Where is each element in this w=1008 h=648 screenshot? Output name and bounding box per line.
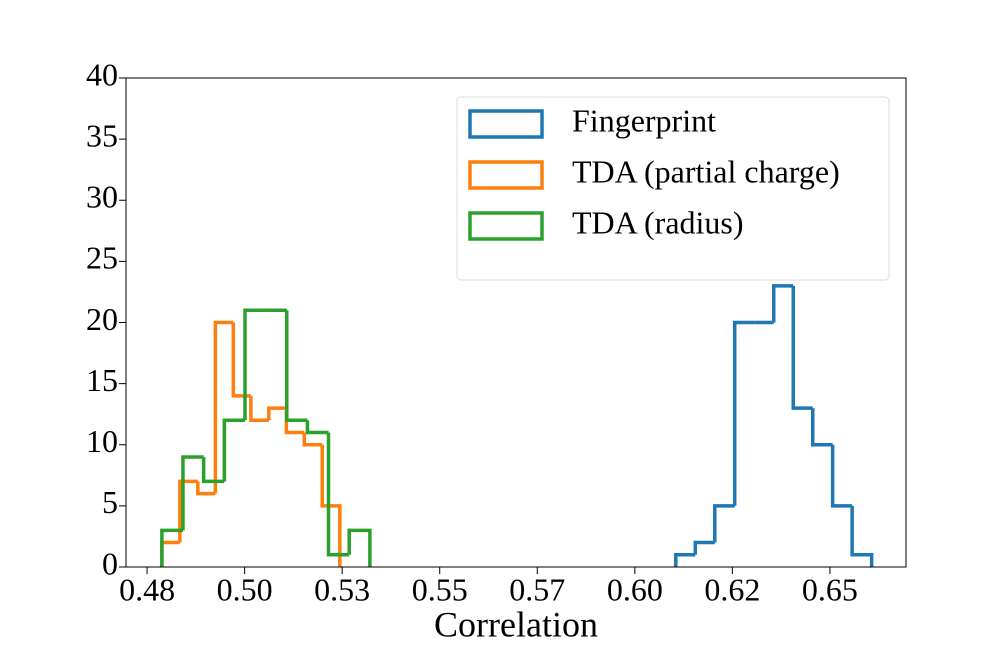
- x-tick-label: 0.65: [802, 571, 858, 607]
- x-tick-label: 0.60: [607, 571, 663, 607]
- legend-label: TDA (radius): [572, 204, 744, 240]
- x-tick-label: 0.53: [314, 571, 370, 607]
- y-tick-label: 20: [86, 301, 118, 337]
- legend-swatch: [468, 109, 544, 139]
- y-tick-label: 5: [102, 484, 118, 520]
- legend-frame: [456, 96, 890, 281]
- legend-swatch: [468, 160, 544, 190]
- y-tick-label: 40: [86, 56, 118, 92]
- histogram-step: [732, 320, 755, 506]
- legend: Fingerprint TDA (partial charge) TDA (radi…: [456, 96, 890, 281]
- histogram-step: [771, 284, 794, 323]
- legend-swatch: [468, 211, 544, 241]
- histogram-step: [181, 455, 204, 531]
- histogram-step: [201, 456, 225, 484]
- y-tick-label: 35: [86, 117, 118, 153]
- y-tick-label: 30: [86, 179, 118, 215]
- legend-label: TDA (partial charge): [572, 153, 840, 189]
- histogram-step: [326, 432, 350, 557]
- histogram-step: [693, 540, 715, 555]
- y-tick-label: 15: [86, 362, 118, 398]
- histogram-step: [674, 553, 696, 567]
- y-tick-label: 10: [86, 423, 118, 459]
- histogram-step: [178, 479, 198, 543]
- histogram-step: [810, 408, 833, 447]
- plot-frame: [125, 77, 907, 568]
- histogram-step: [791, 285, 813, 410]
- histogram-step: [305, 420, 329, 435]
- x-tick-label: 0.62: [704, 571, 760, 607]
- histogram-step: [160, 540, 180, 567]
- y-tick-label: 25: [86, 240, 118, 276]
- histogram-step: [320, 444, 342, 567]
- histogram-step: [267, 406, 287, 421]
- legend-label: Fingerprint: [572, 102, 716, 138]
- histogram-step: [830, 444, 853, 508]
- histogram-step: [222, 418, 246, 482]
- histogram-step: [713, 504, 735, 543]
- histogram-step: [285, 310, 308, 423]
- x-tick-label: 0.50: [217, 571, 273, 607]
- histogram-step: [243, 308, 267, 421]
- histogram-step: [231, 322, 251, 398]
- histogram-step: [302, 432, 323, 447]
- histogram-step: [249, 395, 269, 423]
- histogram-step: [160, 528, 183, 567]
- x-tick-label: 0.55: [412, 571, 468, 607]
- histogram-step: [850, 505, 874, 567]
- x-axis-label: Correlation: [434, 604, 598, 644]
- x-tick-label: 0.48: [119, 571, 175, 607]
- histogram-step: [213, 320, 234, 494]
- histogram-step: [347, 528, 372, 567]
- y-tick-label: 0: [102, 545, 118, 581]
- histogram-step: [196, 481, 216, 496]
- x-tick-label: 0.57: [509, 571, 565, 607]
